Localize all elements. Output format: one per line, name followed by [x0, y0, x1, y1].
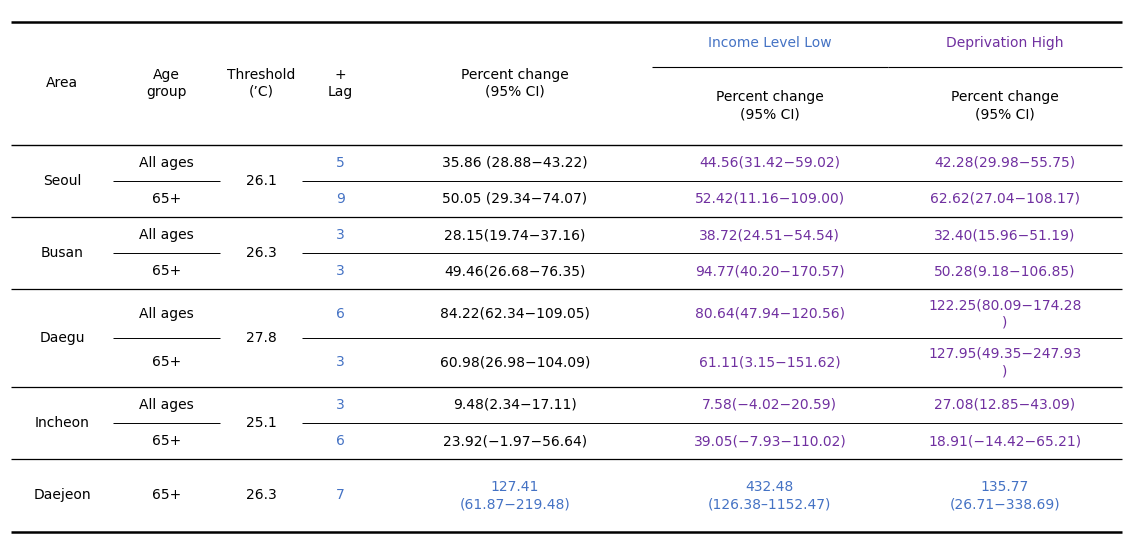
Text: 27.08(12.85−43.09): 27.08(12.85−43.09) — [934, 398, 1076, 412]
Text: 23.92(−1.97−56.64): 23.92(−1.97−56.64) — [443, 434, 587, 448]
Text: 7.58(−4.02−20.59): 7.58(−4.02−20.59) — [703, 398, 837, 412]
Text: All ages: All ages — [139, 398, 194, 412]
Text: Percent change
(95% CI): Percent change (95% CI) — [461, 67, 569, 99]
Text: 44.56(31.42−59.02): 44.56(31.42−59.02) — [699, 156, 840, 170]
Text: 6: 6 — [336, 307, 344, 321]
Text: 42.28(29.98−55.75): 42.28(29.98−55.75) — [934, 156, 1076, 170]
Text: 38.72(24.51−54.54): 38.72(24.51−54.54) — [699, 228, 840, 242]
Text: 432.48
(126.38–1152.47): 432.48 (126.38–1152.47) — [708, 480, 831, 511]
Text: 3: 3 — [336, 356, 344, 369]
Text: 26.3: 26.3 — [246, 488, 276, 503]
Text: 6: 6 — [336, 434, 344, 448]
Text: 35.86 (28.88−43.22): 35.86 (28.88−43.22) — [442, 156, 588, 170]
Text: 60.98(26.98−104.09): 60.98(26.98−104.09) — [440, 356, 590, 369]
Text: 9.48(2.34−17.11): 9.48(2.34−17.11) — [453, 398, 576, 412]
Text: Seoul: Seoul — [43, 174, 81, 188]
Text: 80.64(47.94−120.56): 80.64(47.94−120.56) — [695, 307, 845, 321]
Text: 9: 9 — [336, 192, 344, 206]
Text: 7: 7 — [336, 488, 344, 503]
Text: 65+: 65+ — [152, 264, 180, 278]
Text: Threshold
(ʼC): Threshold (ʼC) — [227, 67, 296, 99]
Text: 127.41
(61.87−219.48): 127.41 (61.87−219.48) — [459, 480, 571, 511]
Text: Busan: Busan — [41, 246, 83, 260]
Text: 49.46(26.68−76.35): 49.46(26.68−76.35) — [444, 264, 585, 278]
Text: 3: 3 — [336, 228, 344, 242]
Text: 5: 5 — [336, 156, 344, 170]
Text: 62.62(27.04−108.17): 62.62(27.04−108.17) — [931, 192, 1079, 206]
Text: 39.05(−7.93−110.02): 39.05(−7.93−110.02) — [694, 434, 846, 448]
Text: +
Lag: + Lag — [327, 67, 353, 99]
Text: 65+: 65+ — [152, 488, 180, 503]
Text: Income Level Low: Income Level Low — [708, 36, 831, 50]
Text: All ages: All ages — [139, 156, 194, 170]
Text: 3: 3 — [336, 264, 344, 278]
Text: 26.3: 26.3 — [246, 246, 276, 260]
Text: 32.40(15.96−51.19): 32.40(15.96−51.19) — [934, 228, 1076, 242]
Text: 65+: 65+ — [152, 192, 180, 206]
Text: Area: Area — [46, 76, 78, 90]
Text: All ages: All ages — [139, 307, 194, 321]
Text: 127.95(49.35−247.93
): 127.95(49.35−247.93 ) — [928, 347, 1082, 378]
Text: 94.77(40.20−170.57): 94.77(40.20−170.57) — [695, 264, 845, 278]
Text: 18.91(−14.42−65.21): 18.91(−14.42−65.21) — [928, 434, 1082, 448]
Text: All ages: All ages — [139, 228, 194, 242]
Text: 52.42(11.16−109.00): 52.42(11.16−109.00) — [695, 192, 845, 206]
Text: 61.11(3.15−151.62): 61.11(3.15−151.62) — [699, 356, 840, 369]
Text: 50.28(9.18−106.85): 50.28(9.18−106.85) — [934, 264, 1076, 278]
Text: Daegu: Daegu — [39, 331, 85, 345]
Text: Daejeon: Daejeon — [33, 488, 91, 503]
Text: Percent change
(95% CI): Percent change (95% CI) — [951, 90, 1059, 122]
Text: 28.15(19.74−37.16): 28.15(19.74−37.16) — [444, 228, 585, 242]
Text: 27.8: 27.8 — [246, 331, 276, 345]
Text: 26.1: 26.1 — [246, 174, 276, 188]
Text: 3: 3 — [336, 398, 344, 412]
Text: 25.1: 25.1 — [246, 416, 276, 430]
Text: 84.22(62.34−109.05): 84.22(62.34−109.05) — [440, 307, 590, 321]
Text: Age
group: Age group — [147, 67, 186, 99]
Text: Incheon: Incheon — [35, 416, 89, 430]
Text: 50.05 (29.34−74.07): 50.05 (29.34−74.07) — [442, 192, 588, 206]
Text: 122.25(80.09−174.28
): 122.25(80.09−174.28 ) — [928, 298, 1082, 329]
Text: 135.77
(26.71−338.69): 135.77 (26.71−338.69) — [950, 480, 1060, 511]
Text: Percent change
(95% CI): Percent change (95% CI) — [716, 90, 823, 122]
Text: 65+: 65+ — [152, 356, 180, 369]
Text: Deprivation High: Deprivation High — [946, 36, 1064, 50]
Text: 65+: 65+ — [152, 434, 180, 448]
